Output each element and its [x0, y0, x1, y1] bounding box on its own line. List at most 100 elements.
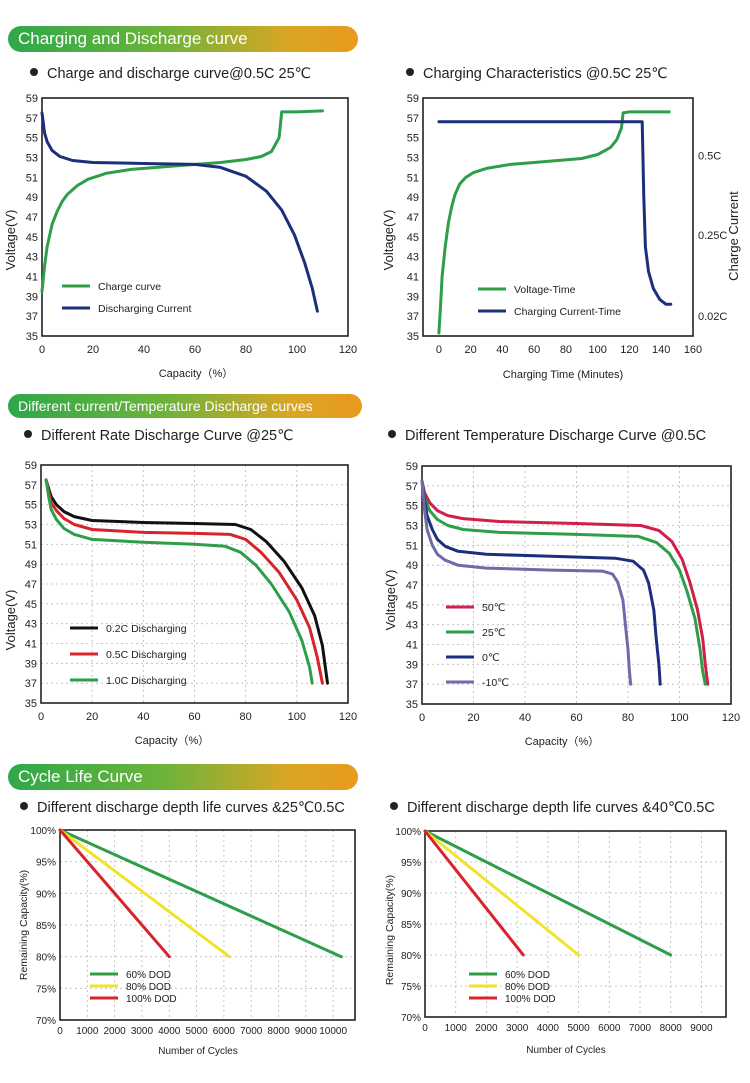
bullet-icon: [388, 430, 396, 439]
x-tick-label: 8000: [660, 1023, 683, 1034]
x-tick-label: 160: [684, 344, 702, 356]
y-tick-label: 35: [406, 699, 418, 711]
y-tick-label: 55: [407, 133, 419, 145]
y-tick-label: 53: [25, 520, 37, 532]
chart-heading-cycle-life-25: Different discharge depth life curves &2…: [20, 800, 345, 816]
x-tick-label: 0: [39, 344, 45, 356]
series-line: [420, 479, 710, 686]
x-tick-label: 0: [422, 1023, 428, 1034]
y-tick-label: 41: [407, 272, 419, 284]
legend-label: 50℃: [482, 602, 505, 614]
chart-heading-charging-characteristics: Charging Characteristics @0.5C 25℃: [406, 66, 668, 82]
series-line: [44, 478, 314, 685]
y-tick-label: 37: [26, 311, 38, 323]
section-title: Cycle Life Curve: [18, 767, 143, 786]
x-tick-label: 7000: [629, 1023, 652, 1034]
series-line: [40, 109, 324, 293]
y-tick-label: 35: [26, 331, 38, 343]
y-tick-label: 39: [407, 291, 419, 303]
y-tick-label: 41: [26, 272, 38, 284]
x-tick-label: 40: [519, 712, 531, 724]
x-tick-label: 1000: [76, 1026, 99, 1037]
x-tick-label: 0: [419, 712, 425, 724]
y-tick-label: 53: [406, 521, 418, 533]
plot-frame: [59, 829, 356, 1021]
y-tick-label: 37: [406, 679, 418, 691]
y-tick-label: 100%: [395, 827, 421, 838]
y-tick-label: 53: [407, 153, 419, 165]
legend-label: 25℃: [482, 627, 505, 639]
legend-label: Charging Current-Time: [514, 306, 621, 318]
y-tick-label: 47: [26, 212, 38, 224]
section-title: Different current/Temperature Discharge …: [18, 398, 313, 414]
y-tick-label: 49: [26, 192, 38, 204]
y-tick-label: 51: [406, 540, 418, 552]
x-axis-label: Capacity（%）: [135, 734, 210, 747]
y-tick-label: 100%: [30, 826, 56, 837]
legend-label: Charge curve: [98, 281, 161, 293]
y-tick-label: 55: [25, 500, 37, 512]
y-tick-label: 47: [407, 212, 419, 224]
y-axis-label: Remaining Capacity(%): [384, 875, 396, 985]
x-tick-label: 120: [339, 711, 357, 723]
y-tick-label: 47: [406, 580, 418, 592]
y-tick-label: 70%: [36, 1016, 56, 1027]
heading-text: Charging Characteristics @0.5C 25℃: [423, 66, 668, 82]
chart-heading-charge-discharge: Charge and discharge curve@0.5C 25℃: [30, 66, 311, 82]
y-tick-label: 41: [25, 639, 37, 651]
x-tick-label: 3000: [131, 1026, 154, 1037]
y-axis-label: Remaining Capacity(%): [18, 870, 30, 980]
series-line: [423, 829, 525, 957]
heading-text: Different discharge depth life curves &2…: [37, 800, 345, 816]
y2-tick-label: 0.02C: [698, 311, 727, 323]
plot-frame: [40, 464, 349, 704]
y-tick-label: 41: [406, 640, 418, 652]
bullet-icon: [390, 802, 398, 811]
y-tick-label: 39: [26, 291, 38, 303]
x-tick-label: 0: [57, 1026, 63, 1037]
y-tick-label: 43: [25, 619, 37, 631]
x-tick-label: 80: [622, 712, 634, 724]
x-tick-label: 120: [339, 344, 357, 356]
y-tick-label: 35: [407, 331, 419, 343]
legend-label: 80% DOD: [126, 982, 171, 993]
y-tick-label: 49: [406, 560, 418, 572]
x-tick-label: 60: [570, 712, 582, 724]
chart-heading-cycle-life-40: Different discharge depth life curves &4…: [390, 800, 715, 816]
x-tick-label: 5000: [567, 1023, 590, 1034]
y-tick-label: 45: [406, 600, 418, 612]
y-axis-label: Voltage(V): [381, 210, 396, 271]
y-tick-label: 85%: [401, 920, 421, 931]
legend-label: Discharging Current: [98, 303, 191, 315]
bullet-icon: [406, 68, 414, 77]
chart-c3: 0 20 40 60 80 100 120 35 37 39 41 43 45 47 49 51 53 55 57 5…: [3, 460, 357, 747]
x-tick-label: 80: [240, 344, 252, 356]
x-tick-label: 80: [240, 711, 252, 723]
section-banner-discharge: Different current/Temperature Discharge …: [8, 394, 362, 418]
section-banner-charging: Charging and Discharge curve: [8, 26, 358, 52]
y-tick-label: 55: [406, 501, 418, 513]
heading-text: Charge and discharge curve@0.5C 25℃: [47, 66, 311, 82]
y-tick-label: 57: [406, 481, 418, 493]
y-tick-label: 80%: [401, 951, 421, 962]
x-tick-label: 40: [138, 344, 150, 356]
y-tick-label: 35: [25, 698, 37, 710]
x-tick-label: 120: [620, 344, 638, 356]
series-line: [423, 829, 581, 957]
x-tick-label: 100: [288, 711, 306, 723]
y-tick-label: 51: [407, 172, 419, 184]
y-tick-label: 70%: [401, 1013, 421, 1024]
legend-label: 0℃: [482, 652, 500, 664]
legend-label: 0.5C Discharging: [106, 649, 187, 661]
legend-label: 0.2C Discharging: [106, 623, 187, 635]
bullet-icon: [24, 430, 32, 439]
y-tick-label: 75%: [401, 982, 421, 993]
series-line: [58, 828, 343, 959]
y-tick-label: 39: [25, 658, 37, 670]
x-tick-label: 0: [38, 711, 44, 723]
series-line: [420, 479, 707, 686]
x-axis-label: Charging Time (Minutes): [503, 369, 623, 381]
series-line: [420, 479, 662, 686]
x-tick-label: 40: [496, 344, 508, 356]
bullet-icon: [20, 802, 28, 811]
